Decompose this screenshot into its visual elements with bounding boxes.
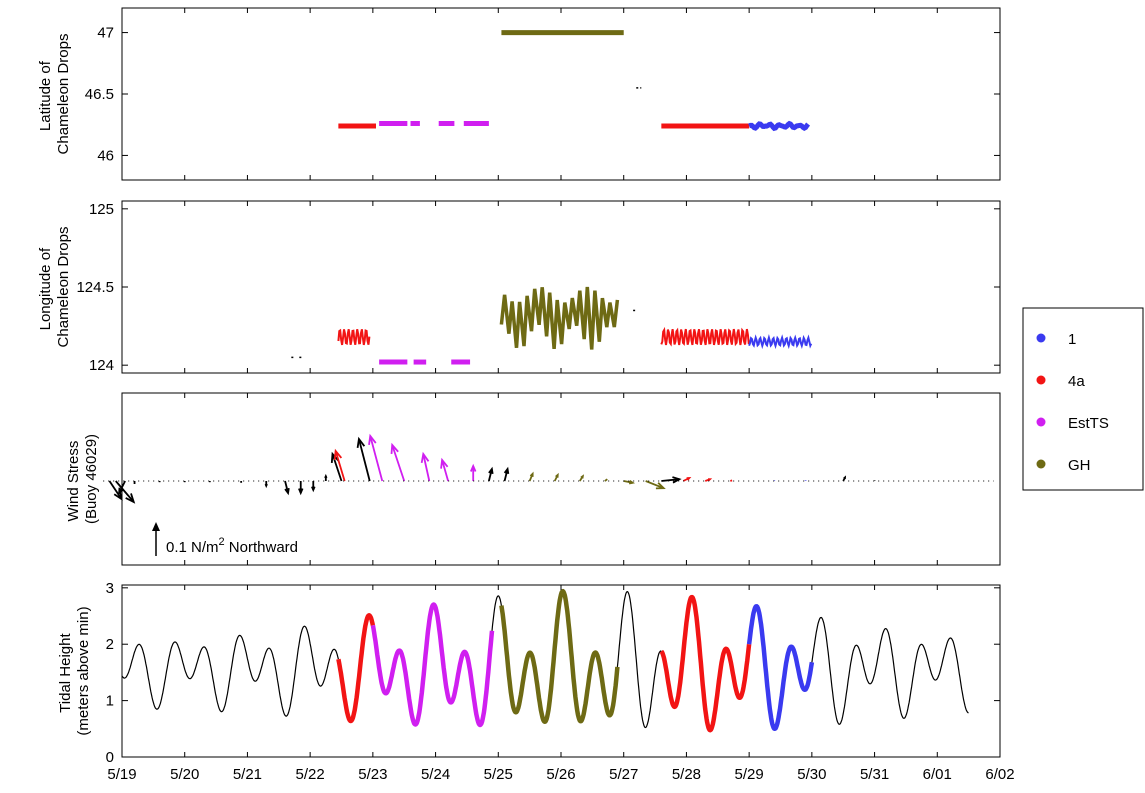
y-tick-label: 0 [106,749,114,766]
x-tick-label: 5/21 [233,766,262,783]
longitude-ylabel: Longitude of Chameleon Drops [37,227,72,348]
wind-stress-panel: 0.1 N/m2 Northward Wind Stress (Buoy 460… [65,392,1001,566]
latitude-ticks: 46 46.5 47 [85,25,1000,164]
wind-arrow [324,473,328,481]
x-tick-label: 5/19 [107,766,136,783]
longitude-axes-box [121,200,1001,374]
wind-arrow [528,471,534,482]
tidal-ticks: 0 1 2 3 [106,580,1000,766]
wind-stress-marks [103,433,994,504]
tidal-ylabel: Tidal Height (meters above min) [57,606,92,735]
wind-arrow [682,476,692,482]
wind-arrow [623,479,635,485]
longitude-segment-4a [660,326,750,347]
x-tick-label: 5/26 [546,766,575,783]
wind-arrow [661,476,682,484]
wind-arrow [368,433,384,482]
latitude-marks [338,30,811,132]
wind-arrow [420,451,431,482]
wind-stress-ylabel: Wind Stress (Buoy 46029) [65,434,100,524]
wind-scale-label: 0.1 N/m2 Northward [166,536,298,556]
wind-arrow [115,480,136,504]
tidal-segment-none [811,616,969,725]
tidal-segment-EstTS [370,602,495,728]
wind-arrow [284,480,290,496]
legend-label-gh: GH [1068,457,1091,474]
legend-marker-gh [1036,459,1046,469]
tidal-segment-none [616,591,662,729]
x-tick-label: 5/27 [609,766,638,783]
y-tick-label: 46.5 [85,86,114,103]
tidal-segment-none [121,625,339,717]
tidal-segment-4a [336,613,376,724]
wind-arrow [842,475,847,482]
wind-arrow [503,466,510,482]
x-tick-label: 5/24 [421,766,450,783]
wind-arrow [604,478,608,482]
x-tick-label: 5/20 [170,766,199,783]
x-tick-label: 6/02 [985,766,1014,783]
y-tick-label: 124 [89,357,114,374]
wind-arrow [470,463,477,481]
tidal-segment-GH [499,588,620,725]
wind-arrow [333,448,346,482]
legend-label-4a: 4a [1068,373,1085,390]
latitude-panel: 46 46.5 47 Latitude of Chameleon Drops [37,7,1001,181]
wind-arrow [108,480,123,501]
legend: 1 4a EstTS GH [1022,307,1144,491]
wind-arrow [298,481,304,496]
latitude-segment-1 [748,120,811,132]
tidal-panel: 0 1 2 3 5/19 5/20 5/21 5/22 5/23 5/24 5/25 5/26 5/2… [57,8,1015,783]
wind-arrow [390,442,406,482]
wind-arrow [440,457,449,482]
wind-arrow [579,474,585,482]
x-tick-label: 5/23 [358,766,387,783]
wind-arrow [645,480,666,490]
longitude-marks [291,286,813,365]
x-tick-label: 5/31 [860,766,889,783]
tidal-segment-1 [746,604,815,732]
y-tick-label: 1 [106,693,114,710]
x-tick-label: 5/25 [484,766,513,783]
wind-arrow [704,478,713,482]
longitude-panel: 124 124.5 125 Longitude of Chameleon Drops [37,200,1001,374]
legend-marker-estts [1036,417,1046,427]
tidal-axes-box [121,584,1001,758]
tidal-segment-4a [659,594,752,733]
wind-arrow [553,472,559,482]
legend-marker-4a [1036,375,1046,385]
longitude-segment-1 [748,334,813,350]
x-axis-ticks: 5/19 5/20 5/21 5/22 5/23 5/24 5/25 5/26 5/27 5/28… [107,8,1015,783]
legend-marker-1 [1036,333,1046,343]
wind-arrow [311,481,316,493]
y-tick-label: 47 [97,25,114,42]
longitude-ticks: 124 124.5 125 [76,201,1000,374]
y-tick-label: 3 [106,580,114,597]
x-tick-label: 5/28 [672,766,701,783]
latitude-ylabel: Latitude of Chameleon Drops [37,34,72,155]
y-tick-label: 125 [89,201,114,218]
y-tick-label: 46 [97,147,114,164]
x-tick-label: 6/01 [923,766,952,783]
wind-arrow [356,436,371,482]
tidal-marks [121,588,969,733]
legend-label-estts: EstTS [1068,415,1109,432]
wind-scale-arrow [152,522,160,556]
wind-arrow [488,466,494,482]
y-tick-label: 124.5 [76,279,114,296]
x-tick-label: 5/29 [735,766,764,783]
legend-label-1: 1 [1068,331,1076,348]
y-tick-label: 2 [106,636,114,653]
x-tick-label: 5/22 [296,766,325,783]
wind-arrow [264,481,268,489]
longitude-segment-GH [499,286,620,350]
wind-arrow [730,479,733,482]
tidal-segment-none [491,595,502,631]
x-tick-label: 5/30 [797,766,826,783]
longitude-segment-4a [337,328,371,346]
